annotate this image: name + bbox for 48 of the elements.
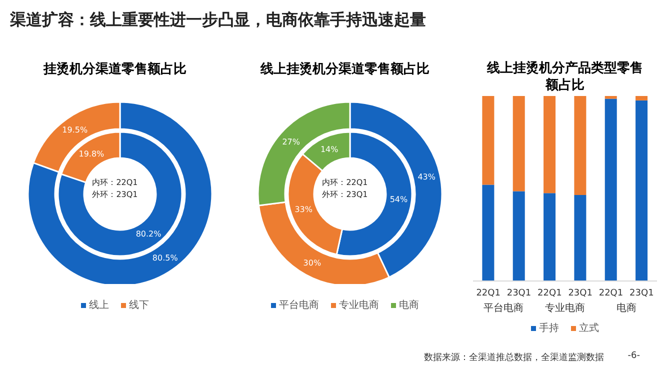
bar [574, 194, 586, 281]
text: 电商 [615, 302, 638, 315]
legend-label: 立式 [578, 322, 599, 335]
text: 平台电商 [482, 302, 525, 315]
bar [636, 96, 648, 100]
data-label: 14% [320, 145, 339, 154]
data-label: 54% [390, 194, 408, 204]
x-tick-label: 23Q1 [630, 288, 654, 298]
x-tick-label: 22Q1 [538, 288, 562, 298]
bar [544, 193, 556, 281]
data-label: 30% [303, 258, 322, 268]
legend-label: 线上 [88, 298, 109, 312]
bar [574, 96, 586, 195]
data-label: 19.5% [62, 125, 88, 134]
text: 外环：23Q1 [322, 190, 368, 199]
x-tick-label: 22Q1 [476, 288, 500, 298]
text: 专业电商 [544, 302, 586, 315]
legend-label: 专业电商 [338, 298, 379, 312]
data-label: 43% [418, 172, 436, 182]
legend-label: 电商 [398, 298, 419, 312]
data-label: 33% [294, 205, 313, 214]
data-label: 80.2% [136, 229, 162, 238]
bar [636, 100, 648, 281]
x-tick-label: 23Q1 [568, 288, 592, 298]
legend-label: 线下 [128, 298, 149, 312]
text: 外环：23Q1 [91, 189, 139, 201]
text: 内环：22Q1 [91, 177, 139, 189]
bar [482, 184, 494, 281]
chart-title: 线上挂烫机分渠道零售额占比 [259, 60, 430, 79]
text: -6- [628, 351, 640, 363]
bar [482, 96, 494, 185]
chart-title: 挂烫机分渠道零售额占比 [42, 60, 188, 79]
x-tick-label: 23Q1 [506, 288, 532, 298]
bar [544, 96, 556, 194]
text: 渠道扩容：线上重要性进一步凸显，电商依靠手持迅速起量 [10, 10, 426, 31]
source-note: 数据来源：全渠道推总数据，全渠道监测数据 [424, 352, 604, 364]
bar [604, 98, 617, 281]
bar [604, 96, 617, 99]
x-tick-label: 22Q1 [598, 288, 624, 298]
legend-label: 平台电商 [278, 298, 319, 312]
data-label: 27% [282, 138, 300, 147]
legend-label: 手持 [538, 322, 559, 335]
data-label: 19.8% [78, 150, 105, 159]
bar [512, 191, 525, 281]
bar [512, 96, 525, 192]
chart-title: 线上挂烫机分产品类型零售额占比 [486, 60, 644, 95]
text: 内环：22Q1 [322, 178, 368, 187]
data-label: 80.5% [152, 254, 178, 263]
